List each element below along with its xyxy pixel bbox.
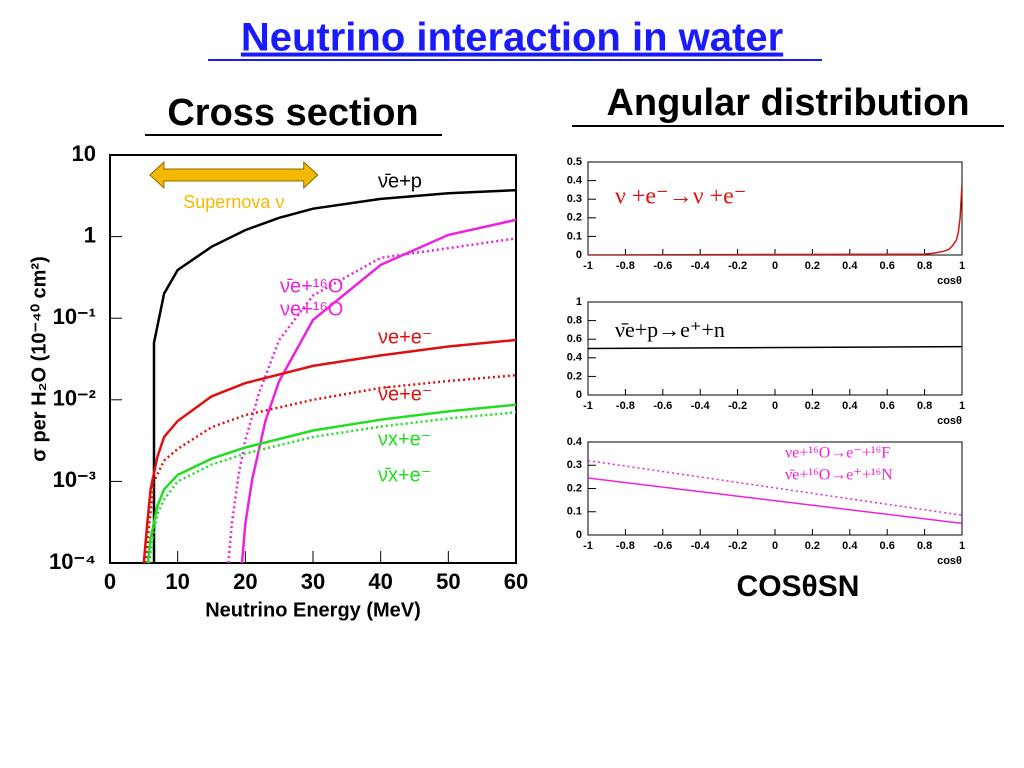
bottom-label: COSθSN [737, 570, 860, 603]
x-tick-label: 0.2 [805, 260, 820, 272]
section-title: Angular distribution [606, 82, 969, 124]
x-tick-label: 1 [959, 540, 965, 552]
x-tick-label: 0.6 [880, 400, 895, 412]
x-tick-label: -1 [583, 260, 593, 272]
y-tick-label: 0.1 [567, 230, 582, 242]
series-line [142, 338, 516, 563]
series-label: νe+¹⁶O [280, 298, 343, 320]
y-tick-label: 0.6 [567, 333, 582, 345]
y-tick-label: 0 [576, 389, 582, 401]
y-tick-label: 0.2 [567, 482, 582, 494]
y-tick-label: 0 [576, 529, 582, 541]
x-axis-label: Neutrino Energy (MeV) [205, 599, 421, 621]
x-tick-label: 1 [959, 400, 965, 412]
series-line [147, 411, 516, 563]
x-tick-label: 0.4 [842, 260, 858, 272]
x-tick-label: 0 [772, 540, 778, 552]
x-axis-label: cosθ [937, 555, 962, 567]
y-tick-label: 0.2 [567, 212, 582, 224]
y-axis-label: σ per H₂O (10⁻⁴⁰ cm²) [28, 256, 50, 462]
x-tick-label: -0.2 [728, 540, 747, 552]
series-label: ν̄e+¹⁶O [280, 275, 343, 297]
x-tick-label: 1 [959, 260, 965, 272]
series-label: ν̄x+e⁻ [378, 464, 431, 486]
x-tick-label: 10 [165, 569, 189, 594]
x-tick-label: 60 [504, 569, 528, 594]
y-tick-label: 0.3 [567, 193, 582, 205]
y-tick-label: 0 [576, 249, 582, 261]
x-tick-label: -0.8 [616, 400, 635, 412]
series-label: ν̄e+p [378, 170, 422, 192]
y-tick-label: 10⁻² [53, 386, 96, 411]
section-title: Cross section [167, 92, 418, 134]
x-tick-label: -0.8 [616, 540, 635, 552]
x-tick-label: -0.4 [691, 400, 711, 412]
series-label: νe+¹⁶O→e⁻+¹⁶F [785, 445, 890, 462]
x-tick-label: 0.2 [805, 400, 820, 412]
y-tick-label: 10⁻³ [53, 467, 96, 492]
y-tick-label: 1 [576, 296, 582, 308]
y-tick-label: 0.4 [567, 436, 583, 448]
x-axis-label: cosθ [937, 415, 962, 427]
supernova-arrow [149, 160, 319, 190]
x-tick-label: 0.8 [917, 400, 932, 412]
plot-frame [109, 154, 517, 564]
y-tick-label: 0.4 [567, 175, 583, 187]
x-tick-label: 0.6 [880, 260, 895, 272]
x-tick-label: -0.6 [653, 540, 672, 552]
y-tick-label: 1 [84, 222, 96, 247]
x-axis-label: cosθ [937, 275, 962, 287]
x-tick-label: -0.6 [653, 400, 672, 412]
x-tick-label: -0.6 [653, 260, 672, 272]
y-tick-label: 10 [72, 141, 96, 166]
x-tick-label: 0.4 [842, 400, 858, 412]
plot-frame [587, 441, 963, 536]
y-tick-label: 0.2 [567, 370, 582, 382]
x-tick-label: -0.2 [728, 400, 747, 412]
y-tick-label: 10⁻¹ [53, 304, 96, 329]
x-tick-label: 30 [301, 569, 325, 594]
x-tick-label: -0.8 [616, 260, 635, 272]
series-line [588, 345, 962, 350]
series-line [227, 237, 516, 563]
x-tick-label: 0.8 [917, 260, 932, 272]
x-tick-label: -0.4 [691, 260, 711, 272]
x-tick-label: 0.4 [842, 540, 858, 552]
y-tick-label: 0.1 [567, 506, 582, 518]
y-tick-label: 10⁻⁴ [49, 549, 96, 574]
x-tick-label: -1 [583, 400, 593, 412]
series-line [588, 477, 962, 525]
series-label: νx+e⁻ [378, 428, 431, 450]
series-line [588, 184, 962, 255]
annotation: Supernova ν [183, 192, 284, 212]
series-line [146, 403, 516, 563]
y-tick-label: 0.3 [567, 459, 582, 471]
x-tick-label: 0 [772, 260, 778, 272]
x-tick-label: 50 [436, 569, 460, 594]
series-label: ν̄e+p→e⁺+n [615, 317, 725, 342]
x-tick-label: 0 [772, 400, 778, 412]
x-tick-label: -0.4 [691, 540, 711, 552]
x-tick-label: 20 [233, 569, 257, 594]
slide-title: Neutrino interaction in water [241, 16, 783, 60]
series-label: ν̄e+¹⁶O→e⁺+¹⁶N [785, 467, 893, 484]
x-tick-label: -1 [583, 540, 593, 552]
x-tick-label: 0 [104, 569, 116, 594]
x-tick-label: 0.8 [917, 540, 932, 552]
series-label: ν̄e+e⁻ [378, 383, 432, 405]
series-label: νe+e⁻ [378, 326, 432, 348]
series-line [588, 459, 962, 516]
x-tick-label: 0.6 [880, 540, 895, 552]
y-tick-label: 0.8 [567, 315, 582, 327]
x-tick-label: 40 [368, 569, 392, 594]
series-label: ν +e⁻→ν +e⁻ [615, 184, 746, 210]
y-tick-label: 0.5 [567, 156, 582, 168]
x-tick-label: -0.2 [728, 260, 747, 272]
y-tick-label: 0.4 [567, 352, 583, 364]
series-line [152, 188, 516, 563]
series-line [240, 218, 516, 563]
x-tick-label: 0.2 [805, 540, 820, 552]
